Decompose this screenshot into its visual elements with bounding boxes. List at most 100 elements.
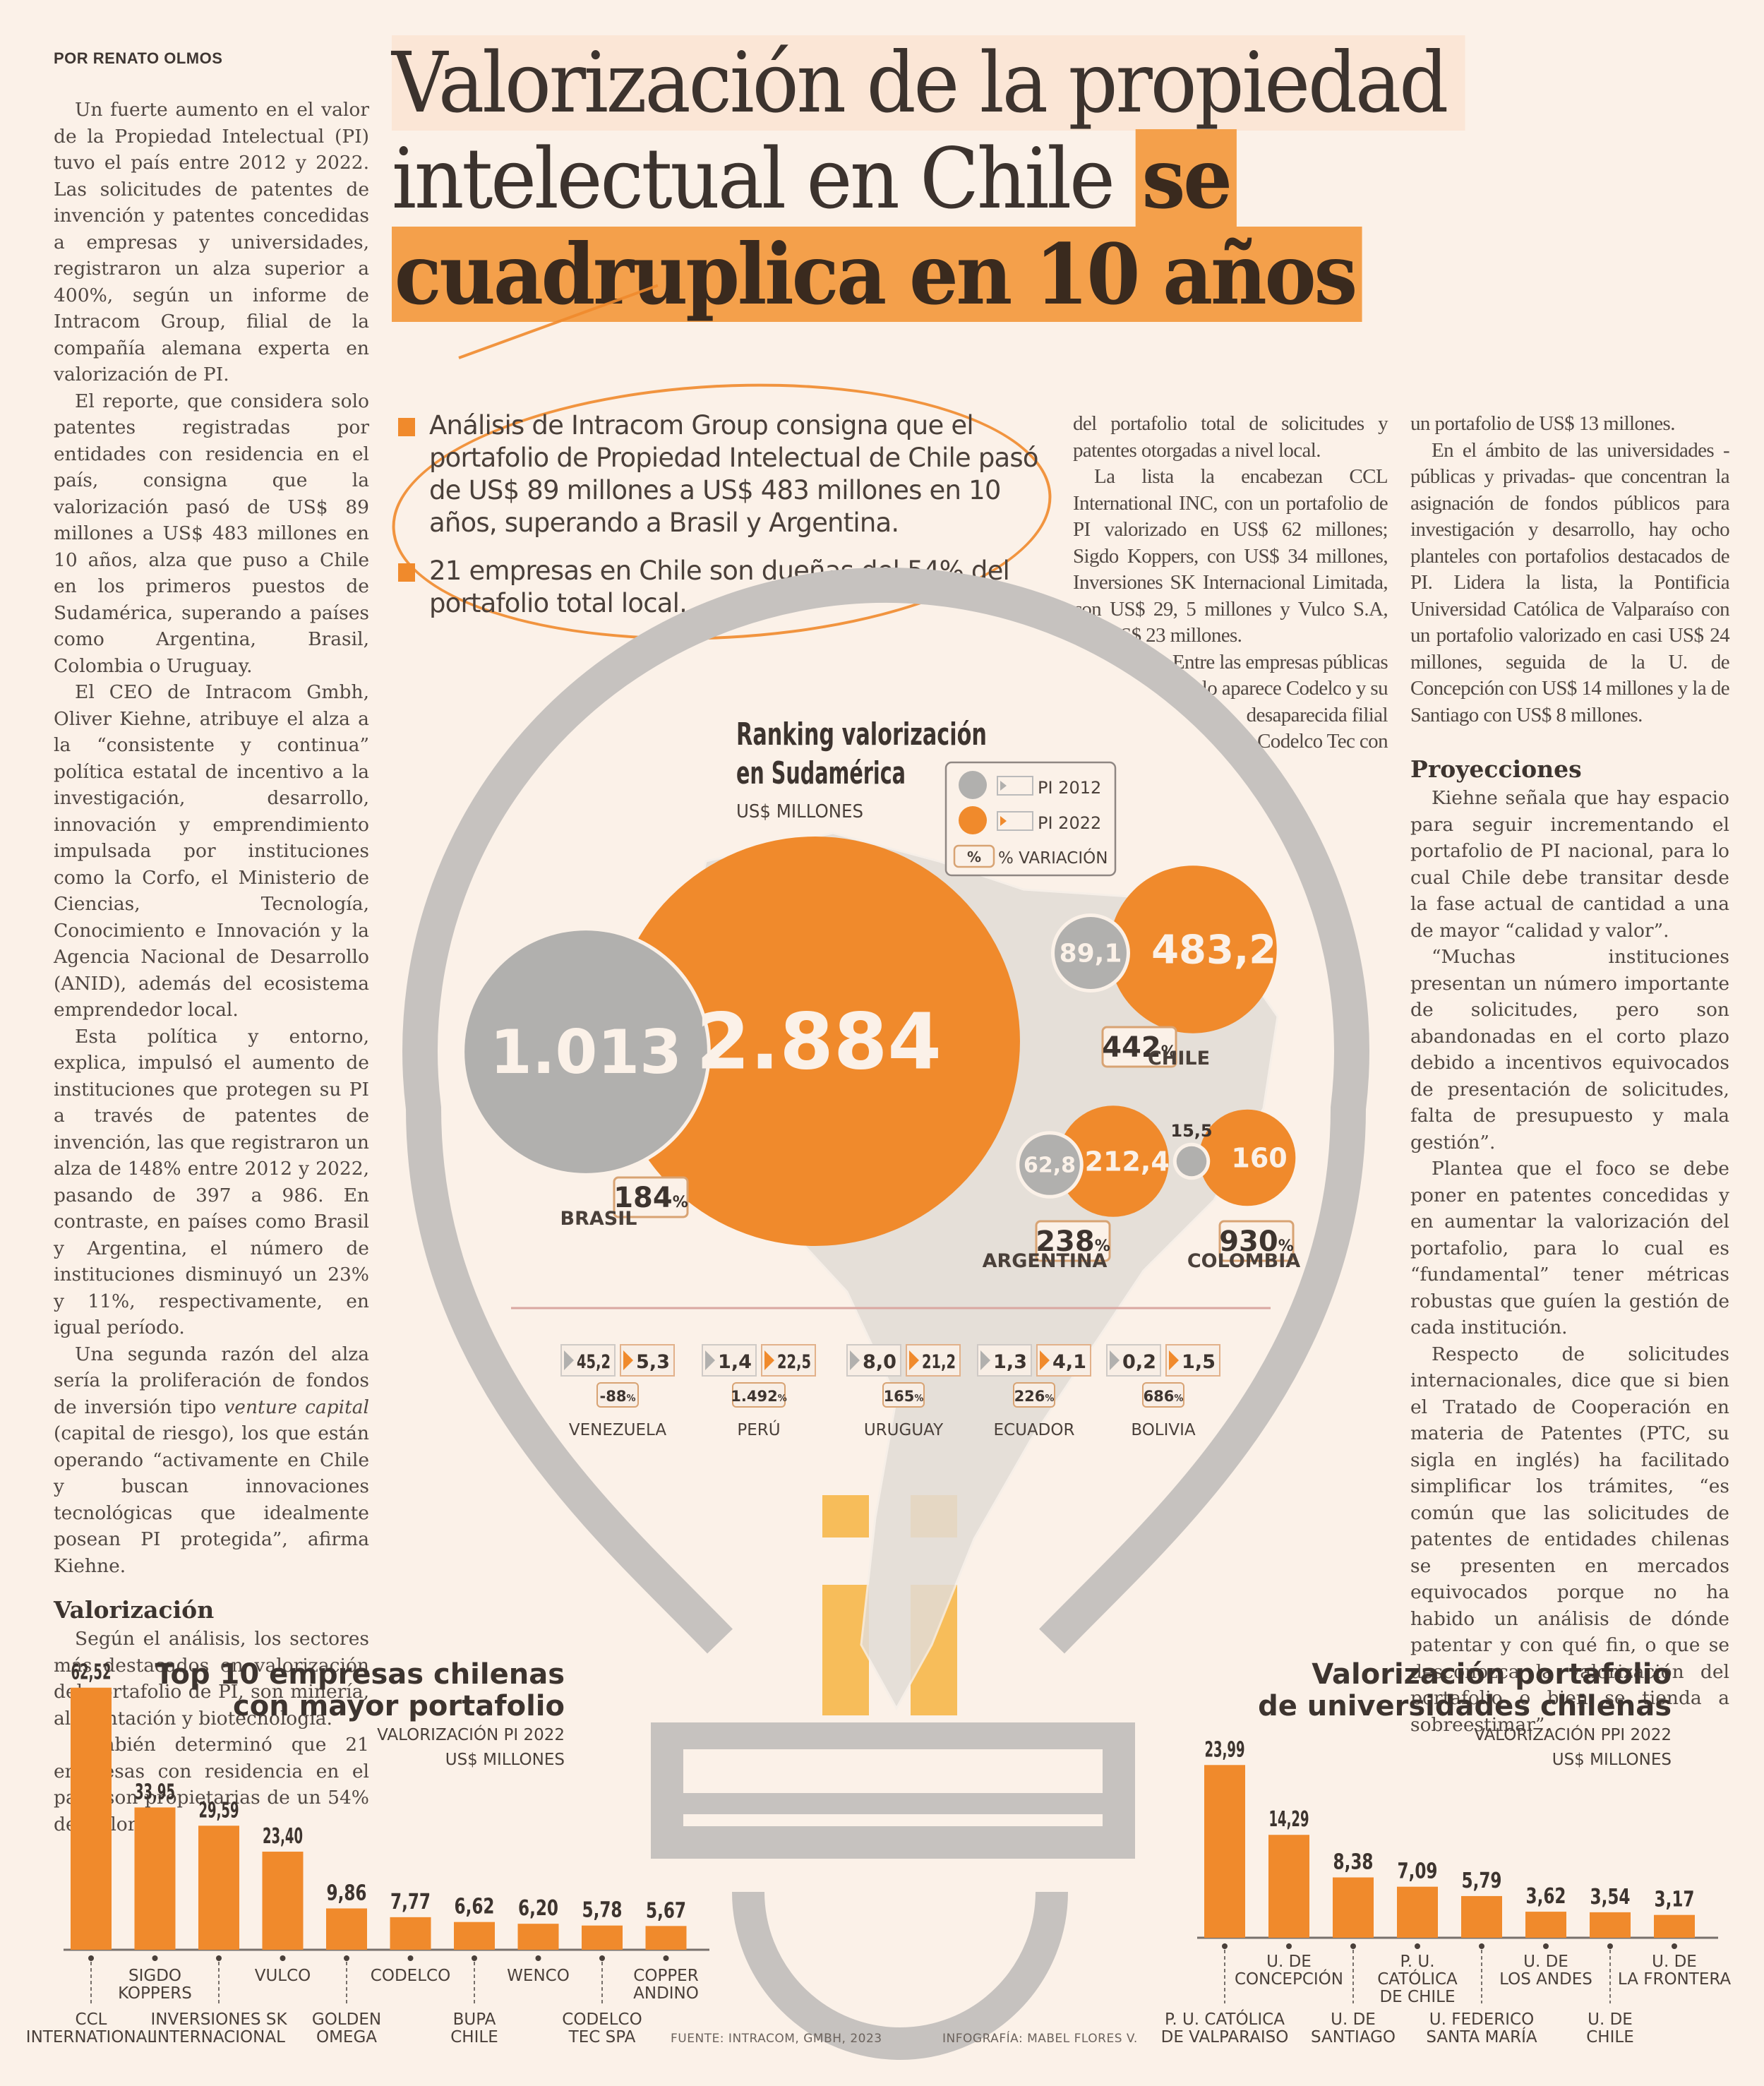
subhead-valorizacion: Valorización [54, 1596, 215, 1624]
bulb-cap [732, 1891, 1068, 2060]
bar-value-label: 29,59 [199, 1798, 239, 1823]
legend-label-2022: PI 2022 [1038, 813, 1101, 833]
headline-line-3: cuadruplica en 10 años [392, 227, 1362, 322]
chart-subtitle: US$ MILLONES [445, 1751, 565, 1769]
percent-sign: % [778, 1393, 787, 1404]
arrow-icon-2022 [1169, 1350, 1179, 1370]
bar-value-label: 6,62 [455, 1895, 495, 1919]
category-label: ANDINO [633, 1984, 699, 2003]
leader-dot [216, 1955, 222, 1961]
bar-value-label: 8,38 [1333, 1850, 1374, 1875]
paragraph: Kiehne señala que hay espacio para segui… [1410, 787, 1729, 942]
legend-dot-2012 [959, 771, 987, 799]
paragraph: En el ámbito de las universidades -públi… [1410, 438, 1730, 726]
bar [1397, 1886, 1438, 1938]
value-2012: 1,4 [718, 1351, 752, 1373]
paragraph: Plantea que el foco se debe poner en pat… [1410, 1158, 1729, 1338]
chart-subtitle: VALORIZACIÓN PI 2022 [377, 1725, 565, 1744]
bubble-value-2012: 89,1 [1060, 940, 1122, 969]
variation-badge [1101, 1026, 1177, 1068]
legend-box-2022 [997, 811, 1033, 831]
country-label: VENEZUELA [569, 1421, 666, 1439]
leader-dot [88, 1955, 94, 1961]
value-2012: 0,2 [1122, 1351, 1156, 1373]
percent-sign: % [1174, 1393, 1183, 1404]
arrow-icon-2012 [564, 1350, 574, 1370]
filament [822, 1495, 869, 1537]
arrow-icon-2012 [850, 1350, 860, 1370]
bar [134, 1807, 176, 1950]
percent-sign: % [914, 1393, 923, 1404]
bar [582, 1925, 623, 1950]
paragraph-line: Codelco Tec con [1257, 730, 1388, 753]
italic-term: venture capital [224, 1396, 370, 1418]
leader-dot [152, 1955, 158, 1961]
legend-label-variation: % VARIACIÓN [998, 848, 1108, 868]
legend-variation-icon: % [967, 849, 981, 865]
bulb-base-band [667, 1722, 1119, 1749]
legend-dot-2022 [959, 806, 987, 834]
category-label: INVERSIONES SK [150, 2010, 287, 2029]
bubble-value-2022: 212,4 [1085, 1146, 1170, 1177]
chart-title-line: Top 10 empresas chilenas [155, 1658, 565, 1691]
value-2022: 1,5 [1182, 1351, 1216, 1373]
lightbulb-icon [402, 567, 1369, 2060]
value-2022: 4,1 [1052, 1351, 1086, 1373]
category-label: SANTA MARÍA [1426, 2027, 1537, 2046]
legend-label-2012: PI 2012 [1038, 778, 1101, 798]
leader-dot [1350, 1943, 1356, 1949]
country-label: COLOMBIA [1187, 1250, 1300, 1272]
category-label: CHILE [450, 2028, 498, 2046]
percent-sign: % [1045, 1393, 1054, 1404]
byline: POR RENATO OLMOS [54, 49, 223, 67]
paragraph: Esta política y entorno, explica, impuls… [54, 1025, 369, 1339]
bar-value-label: 33,95 [135, 1780, 175, 1804]
paragraph: “Muchas instituciones presentan un númer… [1410, 946, 1729, 1153]
country-label: CHILE [1148, 1048, 1210, 1069]
footer-credit: INFOGRAFÍA: MABEL FLORES V. [942, 2030, 1138, 2046]
country-label: PERÚ [737, 1420, 780, 1439]
bar [1654, 1914, 1695, 1938]
category-label: INTERNACIONAL [152, 2028, 285, 2046]
article-right-column: un portafolio de US$ 13 millones. En el … [1410, 411, 1730, 729]
bar-value-label: 3,62 [1526, 1884, 1566, 1909]
category-label: U. DE [1266, 1953, 1312, 1971]
minor-country: 45,2 5,3-88%VENEZUELA [560, 1344, 675, 1439]
category-label: CONCEPCIÓN [1235, 1969, 1343, 1989]
bar [1590, 1912, 1631, 1938]
leader-dot [599, 1955, 605, 1961]
category-label: P. U. [1400, 1953, 1434, 1971]
headline-text: intelectual en Chile [392, 130, 1136, 227]
category-label: CATÓLICA [1377, 1969, 1458, 1989]
variation-value: 1.492% [731, 1388, 786, 1405]
bubble-value-2012: 62,8 [1024, 1153, 1076, 1178]
arrow-icon-2012 [980, 1350, 990, 1370]
bubble-pi2012 [1055, 917, 1127, 989]
leader-dot [1479, 1943, 1484, 1949]
value-2022: 21,2 [922, 1351, 956, 1373]
bar-value-label: 5,79 [1462, 1869, 1502, 1893]
variation-badge [732, 1382, 786, 1408]
paragraph: Una segunda razón del alza sería la prol… [54, 1341, 369, 1580]
country-label: ARGENTINA [983, 1250, 1108, 1272]
key-points: Análisis de Intracom Group consigna que … [395, 409, 1052, 635]
bubble-pi2012 [464, 930, 707, 1173]
variation-badge [1035, 1220, 1111, 1262]
bubble-value-2022: 160 [1231, 1142, 1287, 1173]
arrow-icon-2012 [705, 1350, 715, 1370]
bar-value-label: 5,67 [646, 1898, 686, 1923]
legend-variation-box [953, 844, 995, 868]
category-label: BUPA [453, 2010, 496, 2029]
arrow-icon-2022 [909, 1350, 919, 1370]
subhead-proyecciones: Proyecciones [1410, 755, 1582, 783]
category-label: WENCO [507, 1967, 570, 1985]
chart-subtitle: VALORIZACIÓN PPI 2022 [1474, 1725, 1672, 1744]
bar-value-label: 14,29 [1269, 1807, 1309, 1832]
bulb-base-band [667, 1793, 1119, 1814]
text: Una segunda razón del alza sería la prol… [54, 1343, 369, 1418]
chart-title-line: Valorización portafolio [1312, 1658, 1672, 1691]
paragraph: La lista la encabezan CCL International … [1073, 465, 1388, 647]
bubble-chart-subtitle: US$ MILLONES [736, 801, 863, 822]
